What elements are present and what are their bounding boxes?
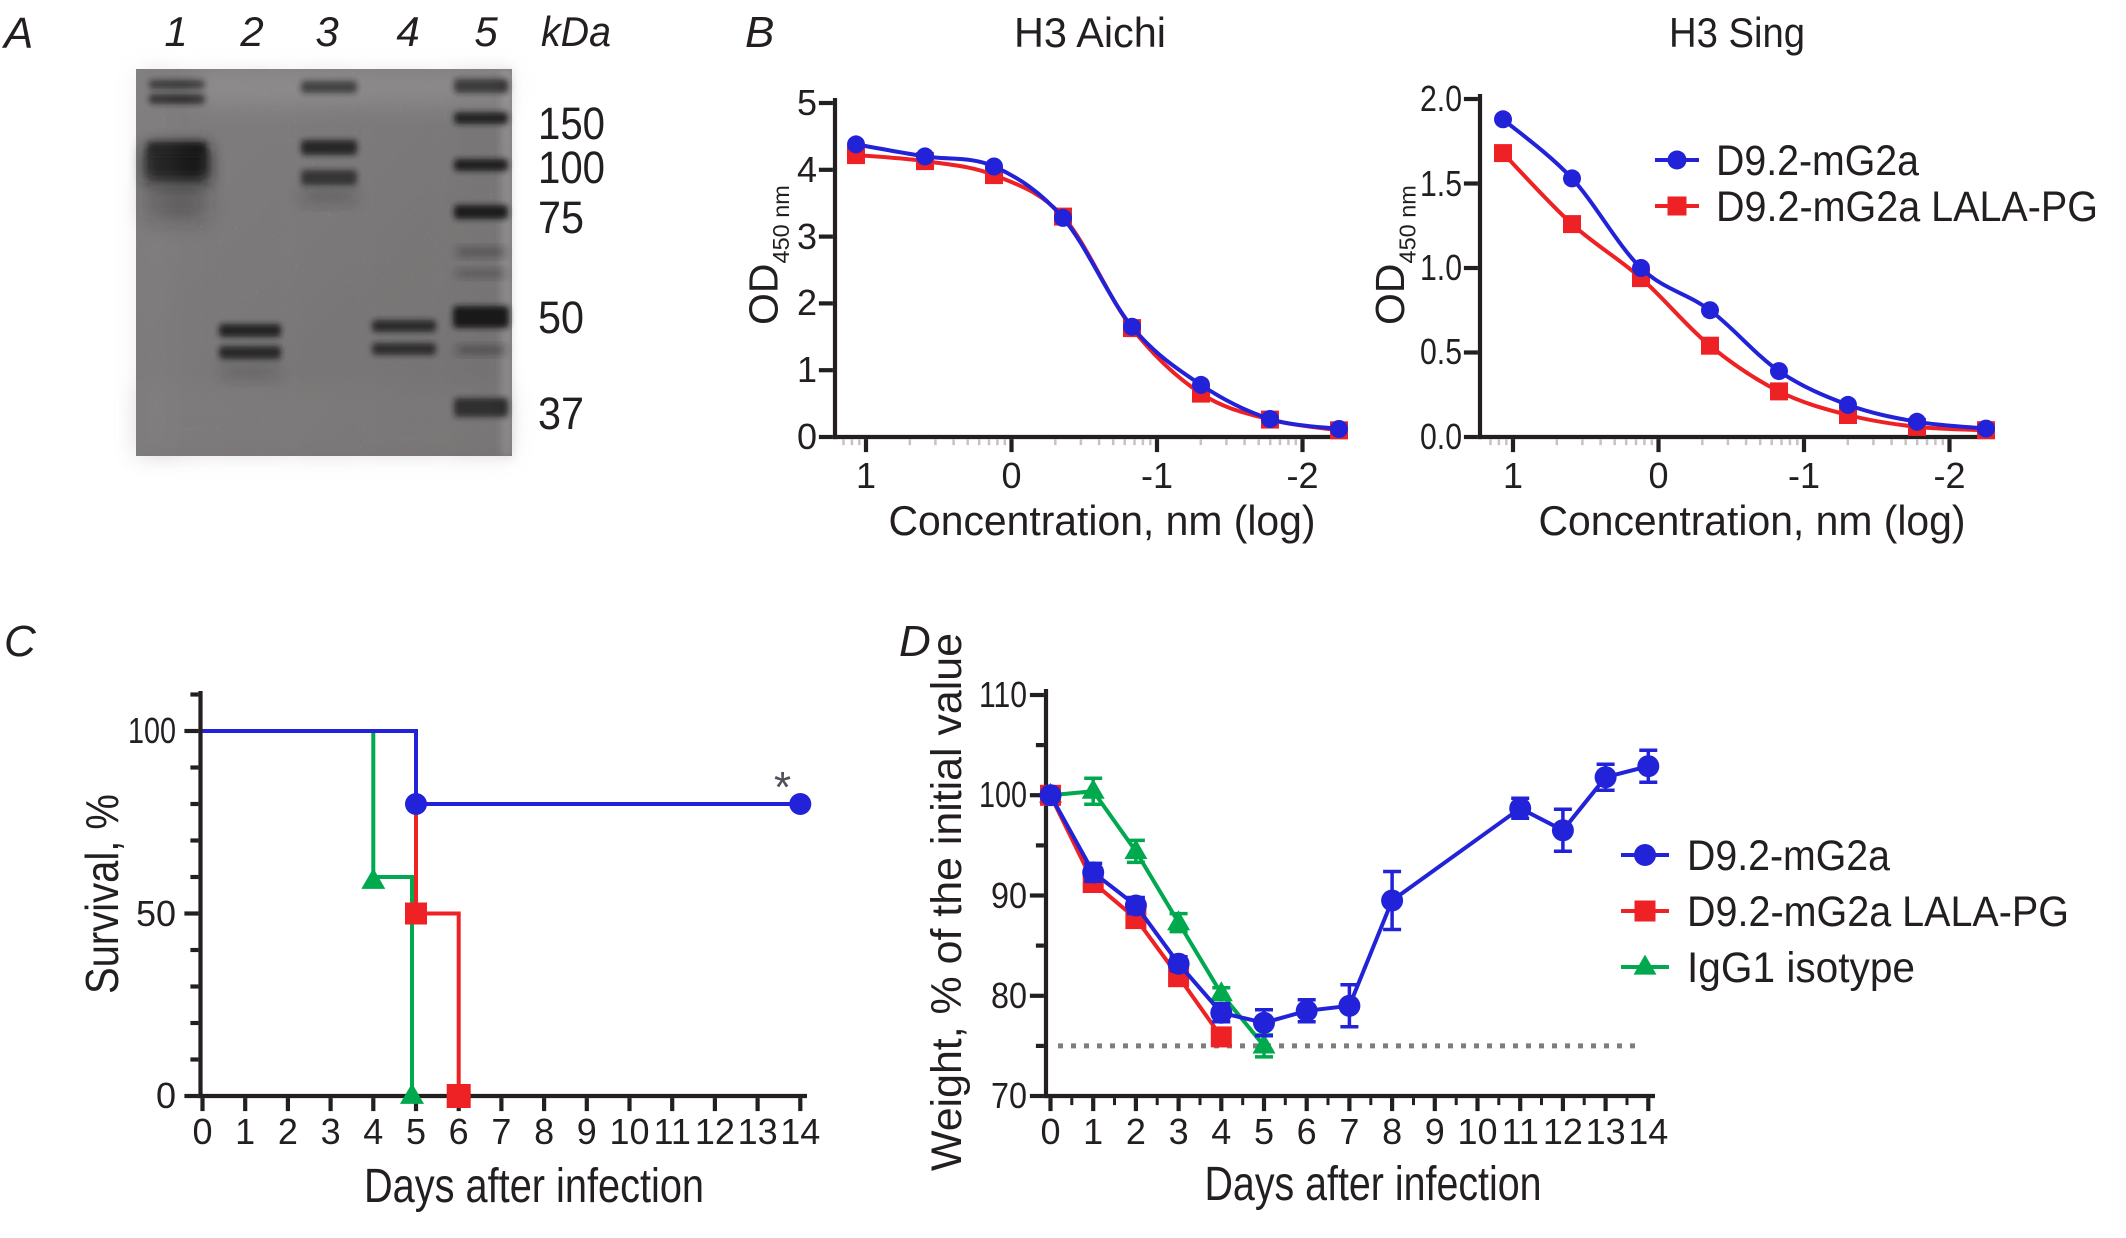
svg-text:0: 0 xyxy=(1648,455,1668,496)
svg-text:3: 3 xyxy=(321,1111,341,1152)
svg-text:11: 11 xyxy=(1502,1111,1539,1152)
svg-text:3: 3 xyxy=(315,8,338,55)
svg-text:2: 2 xyxy=(797,282,817,323)
svg-text:10: 10 xyxy=(609,1111,649,1152)
svg-text:A: A xyxy=(1,9,33,58)
svg-text:13: 13 xyxy=(1586,1111,1626,1152)
svg-text:Days after infection: Days after infection xyxy=(1205,1158,1542,1211)
svg-text:1: 1 xyxy=(1503,455,1523,496)
svg-text:5: 5 xyxy=(1254,1111,1274,1152)
svg-text:Concentration, nm (log): Concentration, nm (log) xyxy=(889,497,1316,544)
svg-text:3: 3 xyxy=(1169,1111,1189,1152)
svg-text:Survival, %: Survival, % xyxy=(76,794,128,994)
svg-text:-1: -1 xyxy=(1788,455,1820,496)
svg-text:4: 4 xyxy=(797,149,817,190)
svg-text:75: 75 xyxy=(538,192,584,243)
svg-text:Concentration, nm (log): Concentration, nm (log) xyxy=(1539,497,1966,544)
svg-text:H3 Aichi: H3 Aichi xyxy=(1014,9,1166,56)
svg-text:D: D xyxy=(899,617,931,666)
svg-text:*: * xyxy=(774,763,791,812)
svg-text:-2: -2 xyxy=(1933,455,1965,496)
svg-text:1: 1 xyxy=(856,455,876,496)
svg-text:1.5: 1.5 xyxy=(1420,163,1462,204)
svg-text:2: 2 xyxy=(278,1111,298,1152)
svg-text:37: 37 xyxy=(538,388,584,439)
svg-text:14: 14 xyxy=(780,1111,820,1152)
svg-text:2: 2 xyxy=(1126,1111,1146,1152)
svg-text:4: 4 xyxy=(396,8,419,55)
svg-text:4: 4 xyxy=(1211,1111,1231,1152)
svg-text:H3 Sing: H3 Sing xyxy=(1669,9,1805,56)
svg-text:90: 90 xyxy=(991,875,1027,916)
svg-text:0: 0 xyxy=(1040,1111,1060,1152)
svg-text:100: 100 xyxy=(979,774,1027,815)
svg-text:0: 0 xyxy=(156,1075,176,1116)
svg-text:1.0: 1.0 xyxy=(1420,247,1462,288)
svg-text:0: 0 xyxy=(1001,455,1021,496)
svg-text:5: 5 xyxy=(797,82,817,123)
svg-text:70: 70 xyxy=(991,1075,1027,1116)
svg-text:7: 7 xyxy=(1339,1111,1359,1152)
svg-text:12: 12 xyxy=(1543,1111,1583,1152)
svg-text:0: 0 xyxy=(797,416,817,457)
svg-text:50: 50 xyxy=(538,292,584,343)
svg-text:6: 6 xyxy=(449,1111,469,1152)
svg-text:100: 100 xyxy=(128,710,176,751)
svg-text:13: 13 xyxy=(738,1111,778,1152)
svg-text:Days after infection: Days after infection xyxy=(364,1160,704,1213)
svg-text:100: 100 xyxy=(538,142,605,193)
svg-text:D9.2-mG2a LALA-PG: D9.2-mG2a LALA-PG xyxy=(1716,183,2098,231)
svg-text:D9.2-mG2a: D9.2-mG2a xyxy=(1716,137,1919,185)
svg-text:14: 14 xyxy=(1628,1111,1668,1152)
svg-text:2: 2 xyxy=(239,8,263,55)
svg-text:1: 1 xyxy=(1083,1111,1103,1152)
svg-text:IgG1 isotype: IgG1 isotype xyxy=(1687,944,1915,992)
svg-text:0.0: 0.0 xyxy=(1420,416,1462,457)
svg-text:1: 1 xyxy=(164,8,187,55)
svg-text:9: 9 xyxy=(1425,1111,1445,1152)
svg-text:B: B xyxy=(745,8,774,57)
svg-text:8: 8 xyxy=(1382,1111,1402,1152)
svg-text:3: 3 xyxy=(797,216,817,257)
svg-text:7: 7 xyxy=(491,1111,511,1152)
svg-text:8: 8 xyxy=(534,1111,554,1152)
svg-text:4: 4 xyxy=(363,1111,383,1152)
svg-text:50: 50 xyxy=(136,893,176,934)
svg-text:80: 80 xyxy=(991,975,1027,1016)
svg-text:-1: -1 xyxy=(1141,455,1173,496)
svg-text:5: 5 xyxy=(474,8,498,55)
svg-text:-2: -2 xyxy=(1286,455,1318,496)
svg-text:D9.2-mG2a: D9.2-mG2a xyxy=(1687,832,1890,880)
svg-text:10: 10 xyxy=(1457,1111,1497,1152)
svg-text:6: 6 xyxy=(1297,1111,1317,1152)
svg-text:5: 5 xyxy=(406,1111,426,1152)
svg-text:kDa: kDa xyxy=(541,8,611,55)
svg-text:150: 150 xyxy=(538,98,605,149)
svg-text:9: 9 xyxy=(577,1111,597,1152)
svg-text:C: C xyxy=(4,617,37,666)
svg-text:0: 0 xyxy=(192,1111,212,1152)
svg-text:Weight, % of the initial value: Weight, % of the initial value xyxy=(923,633,971,1171)
svg-text:D9.2-mG2a LALA-PG: D9.2-mG2a LALA-PG xyxy=(1687,888,2069,936)
svg-text:1: 1 xyxy=(797,349,817,390)
svg-text:11: 11 xyxy=(654,1111,691,1152)
svg-text:2.0: 2.0 xyxy=(1420,78,1462,119)
svg-text:110: 110 xyxy=(979,674,1027,715)
svg-text:1: 1 xyxy=(235,1111,255,1152)
svg-text:0.5: 0.5 xyxy=(1420,331,1462,372)
svg-text:12: 12 xyxy=(695,1111,735,1152)
